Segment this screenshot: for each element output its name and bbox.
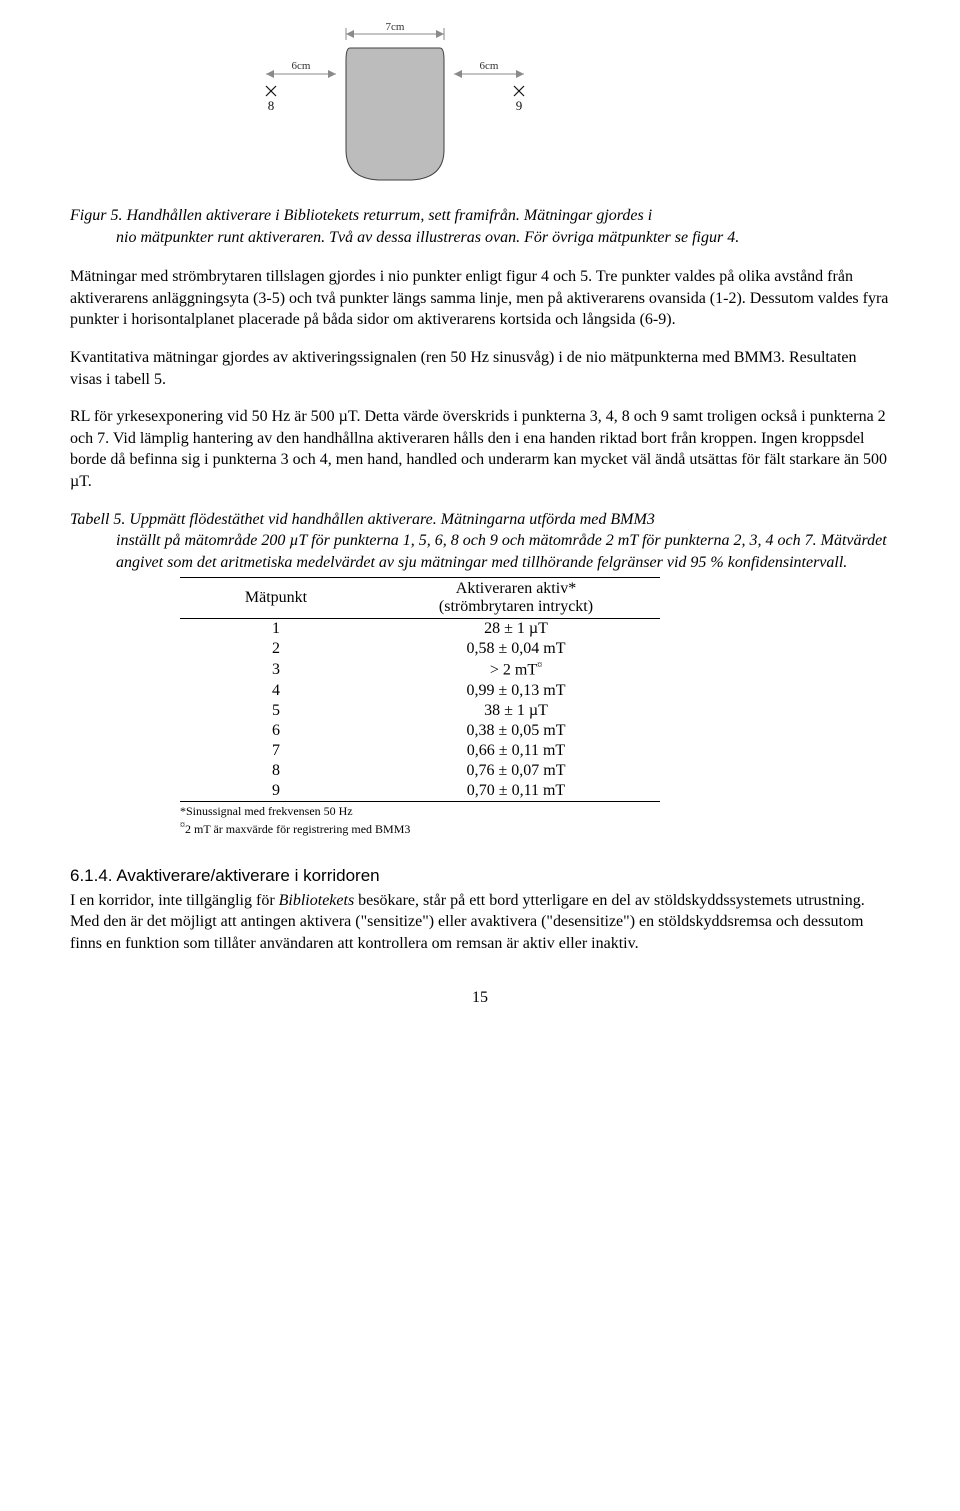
paragraph-4: I en korridor, inte tillgänglig för Bibl… [70, 890, 890, 955]
table-footnotes: *Sinussignal med frekvensen 50 Hz ¤2 mT … [180, 804, 890, 838]
table-cell-point: 2 [180, 639, 372, 659]
page: 7cm 6cm 8 6cm [0, 0, 960, 1047]
figure-5-caption: Figur 5. Handhållen aktiverare i Bibliot… [70, 205, 890, 248]
table-cell-point: 8 [180, 761, 372, 781]
table-cell-value: 0,66 ± 0,11 mT [372, 741, 660, 761]
table-row: 538 ± 1 µT [180, 701, 660, 721]
paragraph-3: RL för yrkesexponering vid 50 Hz är 500 … [70, 406, 890, 492]
table-cell-value: 0,38 ± 0,05 mT [372, 721, 660, 741]
table-col2-line1: Aktiveraren aktiv* [456, 580, 576, 597]
table-cell-point: 6 [180, 721, 372, 741]
table-row: 90,70 ± 0,11 mT [180, 781, 660, 802]
paragraph-4-a: I en korridor, inte tillgänglig för [70, 892, 279, 909]
paragraph-4-b: Bibliotekets [279, 892, 355, 909]
table-5-table: Mätpunkt Aktiveraren aktiv* (strömbrytar… [180, 577, 660, 801]
figure-5-caption-line1: Figur 5. Handhållen aktiverare i Bibliot… [70, 207, 652, 224]
paragraph-2: Kvantitativa mätningar gjordes av aktive… [70, 347, 890, 390]
table-5-caption-cont: inställt på mätområde 200 µT för punkter… [70, 530, 890, 573]
figure-5-diagram: 7cm 6cm 8 6cm [260, 20, 530, 195]
table-cell-point: 4 [180, 681, 372, 701]
table-5-caption: Tabell 5. Uppmätt flödestäthet vid handh… [70, 509, 890, 574]
page-number: 15 [70, 989, 890, 1007]
table-cell-point: 5 [180, 701, 372, 721]
table-cell-point: 7 [180, 741, 372, 761]
table-cell-value: 38 ± 1 µT [372, 701, 660, 721]
table-row: 128 ± 1 µT [180, 619, 660, 640]
svg-text:6cm: 6cm [292, 60, 311, 72]
svg-text:6cm: 6cm [480, 60, 499, 72]
paragraph-1: Mätningar med strömbrytaren tillslagen g… [70, 266, 890, 331]
diagram-svg: 7cm 6cm 8 6cm [260, 20, 530, 190]
table-cell-value: 0,76 ± 0,07 mT [372, 761, 660, 781]
table-col1-header: Mätpunkt [180, 578, 372, 619]
table-col2-header: Aktiveraren aktiv* (strömbrytaren intryc… [372, 578, 660, 619]
table-cell-value: 28 ± 1 µT [372, 619, 660, 640]
table-col2-line2: (strömbrytaren intryckt) [439, 598, 593, 615]
table-cell-value: 0,70 ± 0,11 mT [372, 781, 660, 802]
table-row: 3> 2 mT¤ [180, 659, 660, 680]
table-cell-point: 3 [180, 659, 372, 680]
footnote-2: ¤2 mT är maxvärde för registrering med B… [180, 819, 890, 838]
table-row: 70,66 ± 0,11 mT [180, 741, 660, 761]
svg-text:7cm: 7cm [386, 21, 405, 33]
table-row: 80,76 ± 0,07 mT [180, 761, 660, 781]
table-row: 40,99 ± 0,13 mT [180, 681, 660, 701]
svg-text:8: 8 [268, 98, 275, 113]
table-cell-value: 0,58 ± 0,04 mT [372, 639, 660, 659]
table-header-row: Mätpunkt Aktiveraren aktiv* (strömbrytar… [180, 578, 660, 619]
section-6-1-4-heading: 6.1.4. Avaktiverare/aktiverare i korrido… [70, 866, 890, 886]
footnote-1: *Sinussignal med frekvensen 50 Hz [180, 804, 890, 820]
table-cell-value: > 2 mT¤ [372, 659, 660, 680]
table-5-caption-line1: Tabell 5. Uppmätt flödestäthet vid handh… [70, 511, 655, 528]
table-cell-point: 1 [180, 619, 372, 640]
figure-5-caption-cont: nio mätpunkter runt aktiveraren. Två av … [70, 227, 739, 249]
table-row: 60,38 ± 0,05 mT [180, 721, 660, 741]
svg-text:9: 9 [516, 98, 523, 113]
table-5: Mätpunkt Aktiveraren aktiv* (strömbrytar… [180, 577, 660, 801]
table-cell-value: 0,99 ± 0,13 mT [372, 681, 660, 701]
table-row: 20,58 ± 0,04 mT [180, 639, 660, 659]
table-cell-point: 9 [180, 781, 372, 802]
